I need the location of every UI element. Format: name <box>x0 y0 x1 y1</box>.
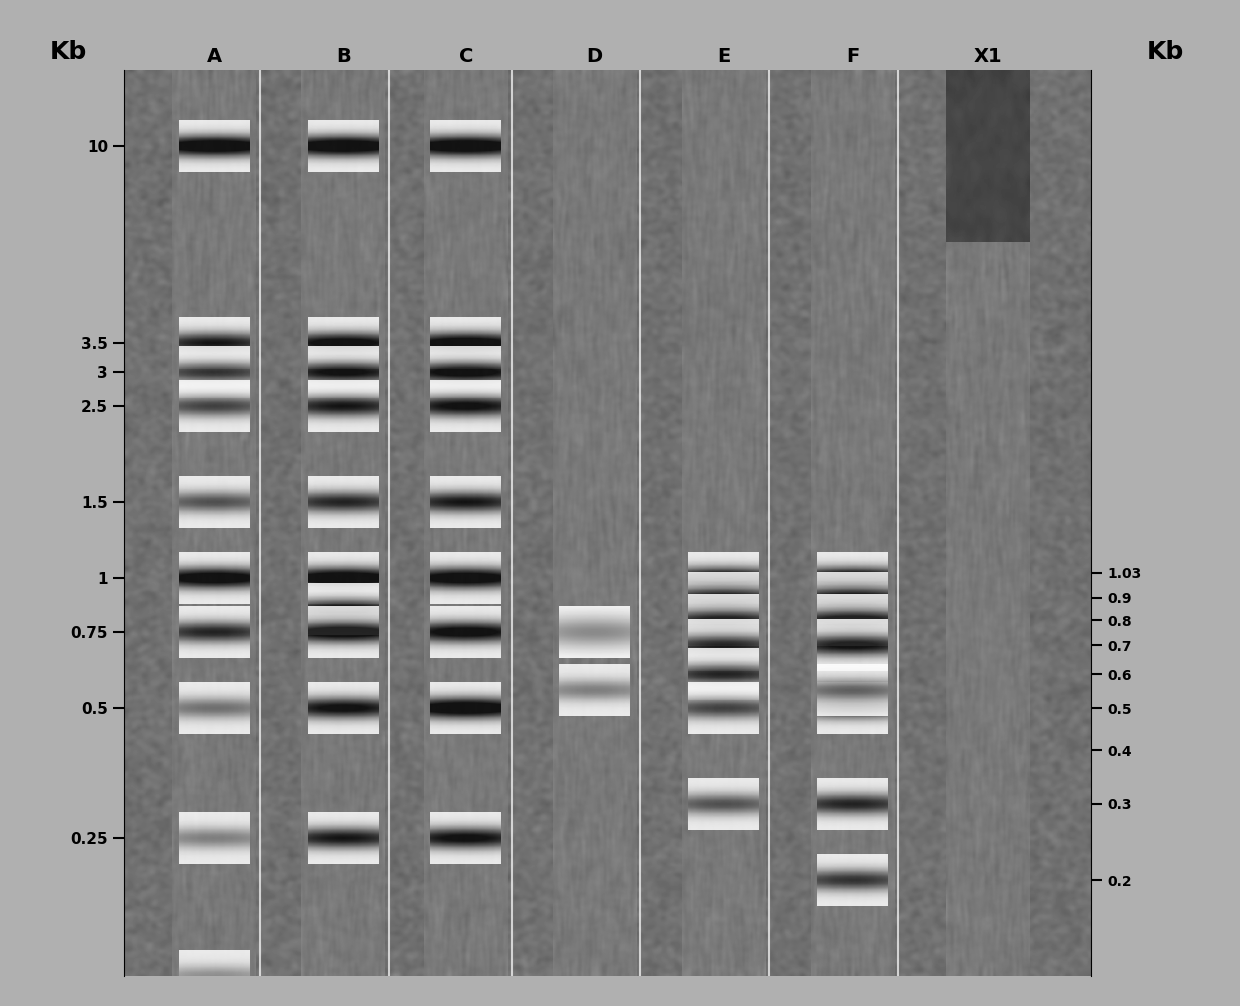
Text: Kb: Kb <box>1147 40 1184 64</box>
Text: Kb: Kb <box>50 40 87 64</box>
